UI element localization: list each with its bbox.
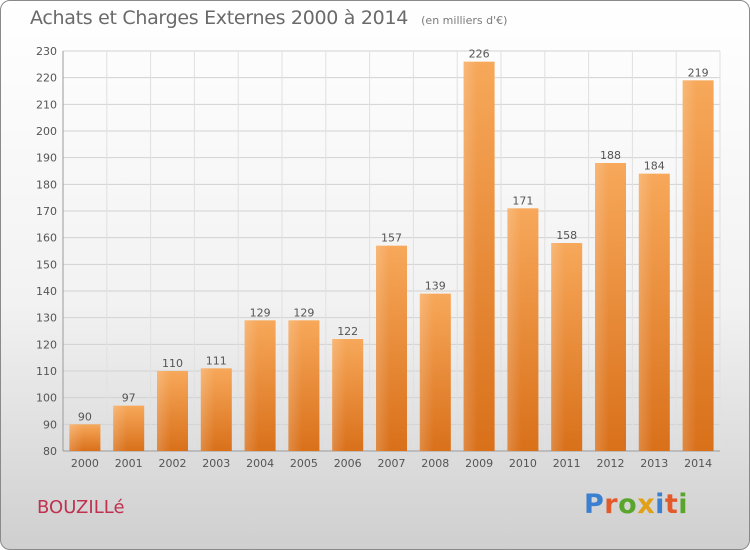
x-tick-label: 2002 bbox=[159, 457, 187, 470]
x-tick-label: 2013 bbox=[640, 457, 668, 470]
x-tick-label: 2009 bbox=[465, 457, 493, 470]
x-tick-label: 2008 bbox=[421, 457, 449, 470]
x-tick-label: 2012 bbox=[597, 457, 625, 470]
bar-value-label: 158 bbox=[556, 229, 577, 242]
bar-highlight bbox=[288, 320, 303, 451]
x-tick-label: 2001 bbox=[115, 457, 143, 470]
proxiti-logo[interactable]: Proxiti bbox=[584, 489, 689, 520]
bar-highlight bbox=[376, 245, 390, 451]
bar-value-label: 219 bbox=[688, 66, 709, 79]
bar-highlight bbox=[157, 371, 171, 451]
y-tick-label: 170 bbox=[36, 205, 57, 218]
bar-highlight bbox=[463, 61, 478, 452]
x-tick-label: 2004 bbox=[246, 457, 274, 470]
bar-value-label: 110 bbox=[162, 357, 183, 370]
bar-value-label: 90 bbox=[78, 410, 92, 423]
y-tick-label: 210 bbox=[36, 98, 57, 111]
y-tick-label: 160 bbox=[36, 232, 57, 245]
bar-value-label: 171 bbox=[512, 194, 533, 207]
bar-highlight bbox=[595, 163, 609, 451]
bars bbox=[69, 61, 714, 452]
bar-highlight bbox=[332, 339, 347, 451]
x-tick-label: 2011 bbox=[553, 457, 581, 470]
bar-highlight bbox=[419, 293, 434, 451]
x-tick-label: 2006 bbox=[334, 457, 362, 470]
bar-value-label: 97 bbox=[122, 392, 136, 405]
bar-value-label: 188 bbox=[600, 149, 621, 162]
commune-name: BOUZILLé bbox=[37, 497, 125, 518]
bar-highlight bbox=[113, 405, 128, 451]
y-tick-label: 180 bbox=[36, 178, 57, 191]
y-tick-label: 120 bbox=[36, 338, 57, 351]
bar-highlight bbox=[507, 208, 522, 451]
y-tick-label: 220 bbox=[36, 72, 57, 85]
x-tick-label: 2000 bbox=[71, 457, 99, 470]
y-tick-label: 90 bbox=[43, 418, 57, 431]
y-tick-label: 230 bbox=[36, 45, 57, 58]
x-tick-label: 2007 bbox=[378, 457, 406, 470]
bar-value-label: 122 bbox=[337, 325, 358, 338]
bar-highlight bbox=[200, 368, 215, 451]
y-tick-label: 80 bbox=[43, 445, 57, 458]
bar-value-label: 111 bbox=[206, 354, 227, 367]
x-tick-label: 2010 bbox=[509, 457, 537, 470]
bar-value-label: 184 bbox=[644, 160, 665, 173]
x-tick-label: 2003 bbox=[202, 457, 230, 470]
y-tick-label: 150 bbox=[36, 258, 57, 271]
bar-value-label: 226 bbox=[469, 48, 490, 61]
chart-title: Achats et Charges Externes 2000 à 2014 bbox=[30, 7, 409, 29]
chart-subtitle: (en milliers d'€) bbox=[421, 14, 508, 27]
x-tick-label: 2005 bbox=[290, 457, 318, 470]
bar-highlight bbox=[244, 320, 259, 451]
title-row: Achats et Charges Externes 2000 à 2014 (… bbox=[30, 7, 507, 29]
bar-highlight bbox=[638, 173, 653, 451]
bar-value-label: 157 bbox=[381, 232, 402, 245]
y-tick-label: 200 bbox=[36, 125, 57, 138]
y-tick-label: 100 bbox=[36, 392, 57, 405]
y-tick-label: 130 bbox=[36, 312, 57, 325]
bar-highlight bbox=[69, 424, 84, 451]
labels: 80 90 100 110 120 130 140 150 160 170 180 190 200 210… bbox=[36, 45, 712, 470]
bar-highlight bbox=[551, 243, 566, 451]
bar-value-label: 139 bbox=[425, 280, 446, 293]
x-tick-label: 2014 bbox=[684, 457, 712, 470]
bar-value-label: 129 bbox=[250, 306, 271, 319]
bar-highlight bbox=[682, 80, 697, 451]
y-tick-label: 190 bbox=[36, 152, 57, 165]
y-tick-label: 140 bbox=[36, 285, 57, 298]
bar-value-label: 129 bbox=[293, 306, 314, 319]
y-tick-label: 110 bbox=[36, 365, 57, 378]
